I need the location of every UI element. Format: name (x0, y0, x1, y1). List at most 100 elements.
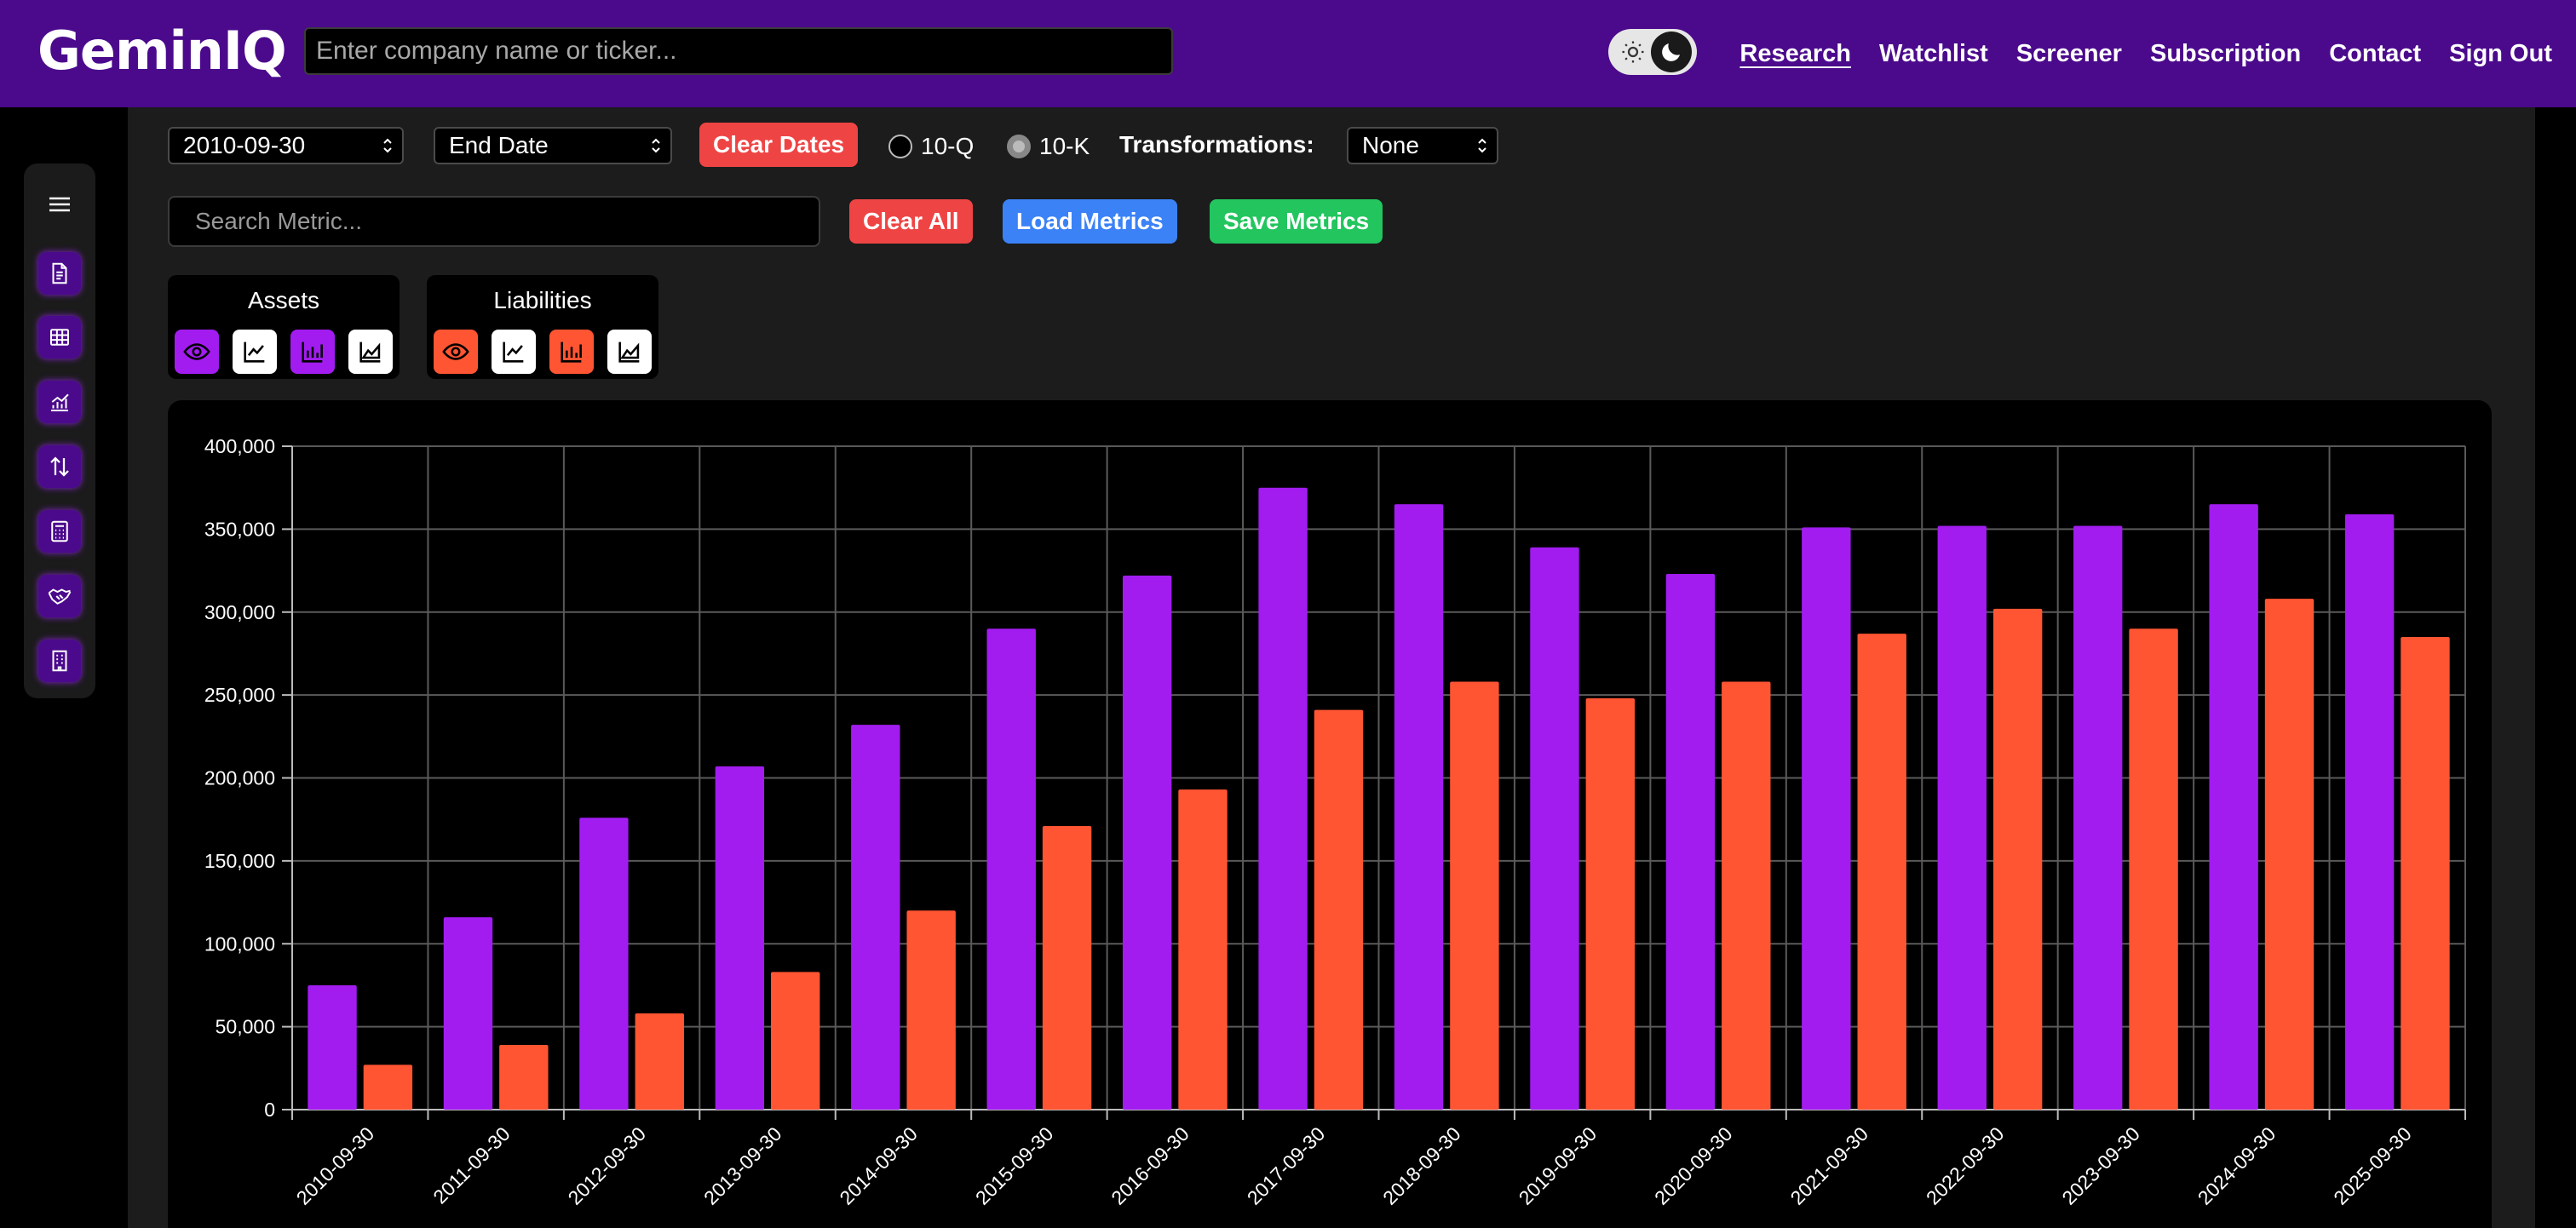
radio-10q-label: 10-Q (921, 133, 975, 159)
transformations-select[interactable]: None (1347, 127, 1498, 164)
company-search-input[interactable] (304, 27, 1173, 75)
bar-liabilities-2015-09-30 (1042, 825, 1092, 1110)
radio-10k[interactable]: 10-K (1007, 133, 1090, 160)
sidebar-handshake-button[interactable] (38, 575, 81, 617)
nav-sign-out[interactable]: Sign Out (2449, 39, 2552, 67)
moon-icon (1662, 43, 1680, 61)
y-tick-label: 250,000 (204, 684, 275, 706)
select-arrows-icon (652, 138, 660, 153)
bar-assets-2015-09-30 (986, 628, 1036, 1110)
bar-liabilities-2012-09-30 (635, 1013, 684, 1110)
sidebar-document-button[interactable] (38, 252, 81, 295)
building-icon (52, 650, 67, 672)
start-date-value: 2010-09-30 (183, 132, 306, 158)
toggle-knob (1651, 32, 1692, 72)
assets-visibility-button[interactable] (175, 330, 219, 374)
bar-liabilities-2017-09-30 (1314, 709, 1364, 1110)
sidebar-calculator-button[interactable] (38, 510, 81, 553)
liabilities-line-chart-button[interactable] (492, 330, 536, 374)
transformations-value: None (1362, 132, 1419, 158)
bar-chart-icon (561, 341, 582, 363)
x-tick-label: 2011-09-30 (428, 1122, 514, 1208)
select-arrows-icon (1478, 138, 1486, 153)
nav-screener[interactable]: Screener (2015, 39, 2122, 67)
bar-assets-2016-09-30 (1122, 575, 1172, 1110)
sidebar-building-button[interactable] (38, 640, 81, 682)
bar-liabilities-2011-09-30 (499, 1045, 549, 1110)
bar-assets-2019-09-30 (1530, 547, 1579, 1110)
y-tick-label: 0 (264, 1099, 275, 1121)
sidebar-table-button[interactable] (38, 316, 81, 359)
radio-10k-dot[interactable] (1007, 135, 1031, 158)
bar-assets-2025-09-30 (2344, 514, 2395, 1110)
x-tick-label: 2019-09-30 (1515, 1122, 1601, 1209)
nav-watchlist[interactable]: Watchlist (1879, 39, 1988, 67)
handshake-icon (48, 588, 72, 605)
bar-assets-2023-09-30 (2073, 525, 2123, 1110)
bar-assets-2014-09-30 (851, 725, 900, 1110)
clear-dates-button[interactable]: Clear Dates (699, 123, 859, 167)
x-tick-label: 2014-09-30 (835, 1122, 922, 1209)
bar-assets-2011-09-30 (443, 917, 493, 1110)
x-tick-label: 2020-09-30 (1650, 1122, 1737, 1209)
bar-liabilities-2025-09-30 (2401, 636, 2450, 1110)
bar-liabilities-2013-09-30 (771, 972, 820, 1110)
hamburger-menu-icon[interactable] (48, 194, 72, 215)
assets-series-group: Assets (168, 275, 400, 379)
radio-10q-dot[interactable] (888, 135, 912, 158)
y-tick-label: 300,000 (204, 601, 275, 623)
bar-liabilities-2019-09-30 (1585, 698, 1636, 1110)
clear-all-button[interactable]: Clear All (849, 199, 973, 244)
x-tick-label: 2023-09-30 (2057, 1122, 2144, 1209)
metric-search-input[interactable] (168, 196, 820, 247)
theme-toggle[interactable] (1608, 29, 1697, 75)
top-header: GeminIQ Research Watchlist Screener Subs… (0, 0, 2576, 107)
bar-liabilities-2023-09-30 (2129, 628, 2178, 1110)
x-tick-label: 2013-09-30 (699, 1122, 786, 1209)
liabilities-group-title: Liabilities (493, 287, 592, 313)
logo[interactable]: GeminIQ (37, 20, 287, 82)
y-tick-label: 400,000 (204, 435, 275, 457)
arrows-updown-icon (50, 456, 69, 477)
end-date-value: End Date (449, 132, 549, 158)
nav-subscription[interactable]: Subscription (2149, 39, 2302, 67)
y-tick-label: 50,000 (216, 1016, 275, 1038)
assets-line-chart-button[interactable] (233, 330, 277, 374)
bar-assets-2018-09-30 (1394, 504, 1444, 1110)
x-tick-label: 2024-09-30 (2194, 1122, 2280, 1209)
liabilities-visibility-button[interactable] (434, 330, 478, 374)
liabilities-series-group: Liabilities (427, 275, 658, 379)
bar-assets-2020-09-30 (1665, 573, 1716, 1110)
line-chart-icon (244, 341, 265, 363)
sidebar-transfer-button[interactable] (38, 445, 81, 488)
bar-assets-2013-09-30 (715, 766, 765, 1110)
bar-assets-2022-09-30 (1937, 525, 1987, 1110)
x-tick-label: 2018-09-30 (1378, 1122, 1465, 1209)
bar-liabilities-2014-09-30 (906, 910, 956, 1110)
select-arrows-icon (383, 138, 392, 153)
x-tick-label: 2022-09-30 (1922, 1122, 2009, 1209)
assets-area-chart-button[interactable] (348, 330, 393, 374)
x-tick-label: 2021-09-30 (1785, 1122, 1872, 1209)
nav-contact[interactable]: Contact (2329, 39, 2422, 67)
x-tick-label: 2015-09-30 (971, 1122, 1058, 1209)
area-chart-icon (618, 341, 640, 363)
eye-icon (442, 343, 469, 360)
save-metrics-button[interactable]: Save Metrics (1210, 199, 1383, 244)
bar-assets-2012-09-30 (579, 818, 629, 1110)
nav-research[interactable]: Research (1739, 39, 1851, 67)
bar-assets-2017-09-30 (1258, 487, 1308, 1110)
main-nav: Research Watchlist Screener Subscription… (1711, 0, 2552, 107)
bar-liabilities-2016-09-30 (1178, 789, 1228, 1110)
load-metrics-button[interactable]: Load Metrics (1003, 199, 1177, 244)
sidebar-chart-button[interactable] (38, 381, 81, 423)
bar-assets-2021-09-30 (1802, 527, 1851, 1110)
start-date-select[interactable]: 2010-09-30 (168, 127, 404, 164)
assets-bar-chart-button[interactable] (290, 330, 335, 374)
liabilities-area-chart-button[interactable] (607, 330, 652, 374)
end-date-select[interactable]: End Date (434, 127, 672, 164)
bar-liabilities-2020-09-30 (1722, 681, 1771, 1110)
bar-liabilities-2021-09-30 (1857, 634, 1906, 1110)
liabilities-bar-chart-button[interactable] (549, 330, 594, 374)
radio-10q[interactable]: 10-Q (888, 133, 974, 160)
